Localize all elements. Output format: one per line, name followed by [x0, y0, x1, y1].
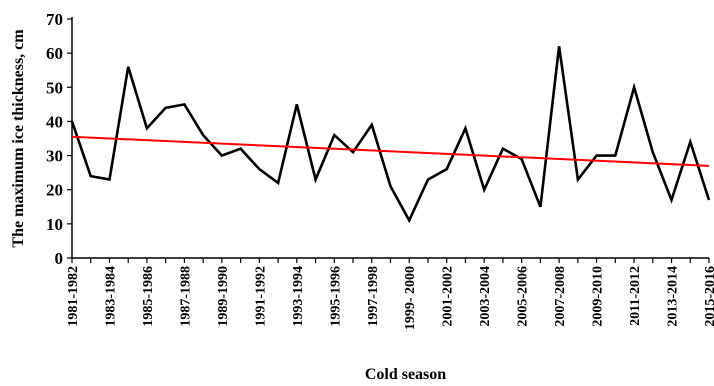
x-tick-label: 1995-1996 — [328, 266, 343, 327]
y-axis-title: The maximum ice thickness, cm — [10, 29, 27, 248]
x-tick-label: 2011-2012 — [628, 266, 643, 326]
y-tick-label: 10 — [46, 215, 63, 234]
trend-line — [71, 135, 710, 167]
x-axis-title: Cold season — [365, 366, 446, 381]
x-tick-label: 1981-1982 — [66, 266, 81, 327]
x-tick-label: 2001-2002 — [441, 266, 456, 327]
x-tick-label: 1987-1988 — [178, 266, 193, 327]
series-layer — [70, 46, 711, 224]
y-tick-label: 0 — [55, 249, 64, 268]
x-tick-label: 1999- 2000 — [403, 266, 418, 330]
axes-layer — [71, 17, 709, 259]
y-tick-label: 20 — [46, 181, 63, 200]
ticks-layer — [67, 18, 710, 263]
x-tick-label: 1989-1990 — [216, 266, 231, 327]
y-tick-label: 40 — [46, 112, 63, 131]
x-tick-label: 2015-2016 — [703, 266, 714, 327]
x-tick-label: 1993-1994 — [291, 266, 306, 327]
x-tick-label: 2013-2014 — [666, 266, 681, 327]
x-tick-label: 1997-1998 — [366, 266, 381, 327]
x-tick-label: 1991-1992 — [253, 266, 268, 327]
x-tick-label: 2009-2010 — [591, 266, 606, 327]
x-tick-label: 1983-1984 — [103, 266, 118, 327]
x-tick-label: 2005-2006 — [516, 266, 531, 327]
x-tick-label: 2007-2008 — [553, 266, 568, 327]
x-tick-label: 2003-2004 — [478, 266, 493, 327]
y-tick-label: 50 — [46, 78, 63, 97]
y-tick-label: 70 — [46, 10, 63, 29]
x-tick-label: 1985-1986 — [141, 266, 156, 327]
series-line — [70, 46, 711, 224]
y-tick-label: 60 — [46, 44, 63, 63]
labels-layer: 0 10 20 30 40 50 60 70 1981-1982 1983-1984 1985-19… — [46, 10, 714, 330]
y-tick-label: 30 — [46, 147, 63, 166]
